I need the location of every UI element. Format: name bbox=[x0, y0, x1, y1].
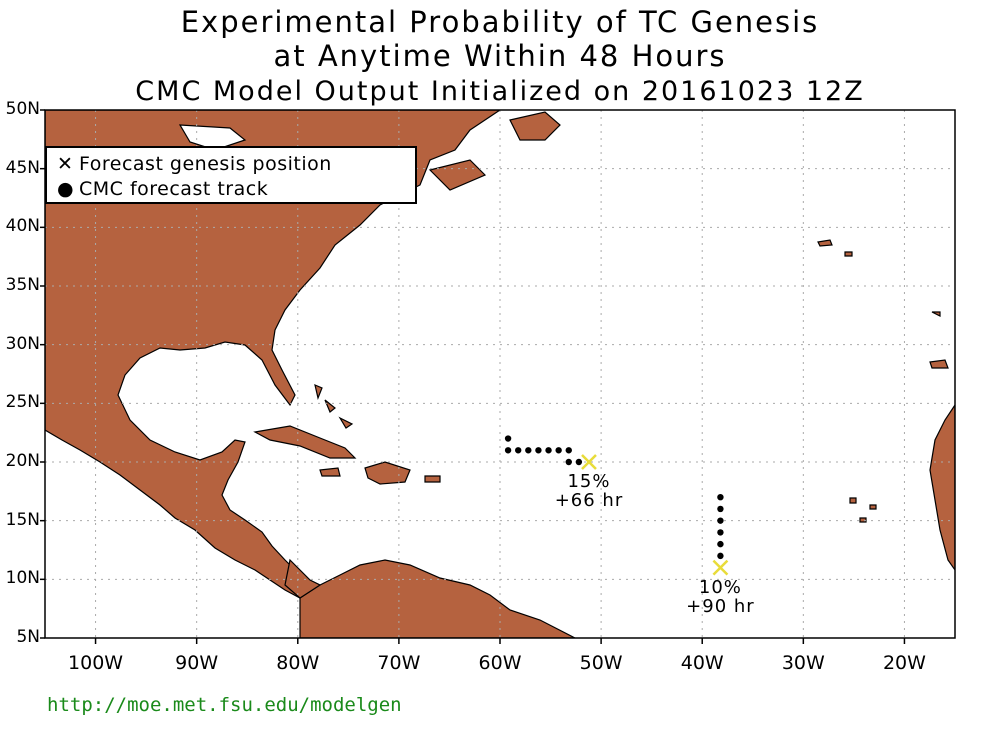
legend-track-label: CMC forecast track bbox=[79, 178, 269, 200]
lon-tick-label: 30W bbox=[781, 652, 825, 674]
track-point bbox=[717, 552, 724, 560]
track-point bbox=[717, 529, 724, 536]
track-point bbox=[565, 447, 572, 454]
title-line-1: Experimental Probability of TC Genesis bbox=[180, 5, 820, 39]
track-point bbox=[717, 517, 724, 524]
lat-tick-label: 25N bbox=[5, 392, 40, 413]
track-point bbox=[504, 447, 512, 454]
legend-genesis-row: ✕ Forecast genesis position bbox=[57, 153, 332, 175]
lon-tick-label: 90W bbox=[175, 652, 219, 674]
track-point bbox=[515, 447, 522, 454]
lat-tick-label: 20N bbox=[5, 451, 40, 471]
lat-tick-label: 5N bbox=[16, 627, 40, 647]
lon-tick-label: 50W bbox=[579, 652, 623, 674]
legend: ✕ Forecast genesis position ● CMC forecast… bbox=[45, 146, 417, 204]
land-layer bbox=[45, 110, 955, 638]
lat-tick-label: 35N bbox=[5, 275, 40, 295]
genesis-probability: 15% bbox=[567, 471, 611, 492]
newfoundland bbox=[509, 111, 561, 141]
genesis-label: 15% +66 hr bbox=[555, 472, 624, 510]
lon-tick-label: 80W bbox=[276, 652, 320, 674]
axis-ticks bbox=[40, 109, 906, 644]
track-point bbox=[555, 447, 562, 454]
track-point bbox=[717, 494, 724, 501]
track-point bbox=[575, 458, 583, 466]
dot-marker-icon: ● bbox=[57, 178, 75, 200]
lat-tick-label: 30N bbox=[5, 333, 40, 354]
legend-track-row: ● CMC forecast track bbox=[57, 178, 268, 200]
track-point bbox=[504, 435, 512, 442]
genesis-lead-time: +90 hr bbox=[686, 595, 755, 617]
lat-tick-label: 45N bbox=[5, 157, 40, 178]
genesis-layer bbox=[581, 454, 729, 576]
genesis-probability: 10% bbox=[698, 576, 742, 598]
source-url[interactable]: http://moe.met.fsu.edu/modelgen bbox=[47, 694, 402, 716]
lat-tick-label: 50N bbox=[5, 99, 40, 119]
tracks-layer bbox=[504, 435, 724, 560]
lon-tick-label: 70W bbox=[377, 652, 421, 674]
lon-tick-label: 60W bbox=[478, 652, 522, 674]
lon-tick-label: 20W bbox=[882, 652, 926, 674]
genesis-marker bbox=[712, 559, 729, 576]
africa-landmass bbox=[929, 403, 955, 572]
x-marker-icon: ✕ bbox=[57, 153, 74, 175]
lon-tick-label: 40W bbox=[680, 652, 724, 674]
north-america-landmass bbox=[45, 110, 502, 599]
lat-tick-label: 40N bbox=[5, 216, 40, 237]
track-point bbox=[565, 458, 572, 466]
track-point bbox=[717, 505, 724, 513]
genesis-lead-time: +66 hr bbox=[554, 490, 624, 511]
track-point bbox=[545, 447, 552, 454]
lat-tick-label: 10N bbox=[5, 568, 40, 589]
title-line-3: CMC Model Output Initialized on 20161023… bbox=[135, 76, 865, 107]
track-point bbox=[717, 540, 724, 548]
genesis-marker bbox=[581, 454, 597, 470]
track-point bbox=[535, 447, 542, 454]
cuba bbox=[253, 425, 357, 459]
title-line-2: at Anytime Within 48 Hours bbox=[273, 39, 727, 73]
lat-tick-label: 15N bbox=[5, 509, 40, 530]
legend-genesis-label: Forecast genesis position bbox=[79, 153, 332, 175]
lon-tick-label: 100W bbox=[68, 652, 124, 674]
track-point bbox=[525, 447, 532, 454]
genesis-label: 10% +90 hr bbox=[686, 578, 755, 616]
